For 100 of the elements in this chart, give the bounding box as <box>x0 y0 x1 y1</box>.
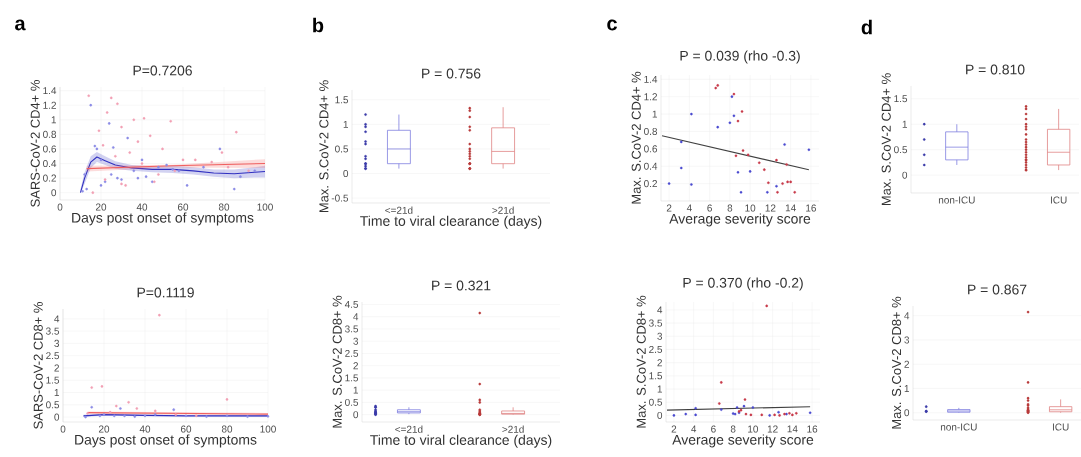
y-tick-label: 4.5 <box>344 300 359 308</box>
x-axis-title: Time to viral clearance (days) <box>370 434 552 448</box>
y-tick-label: 1.4 <box>644 75 658 83</box>
y-tick-label: 0 <box>54 413 60 421</box>
y-tick-label: 3.5 <box>345 325 359 333</box>
x-tick-label: 20 <box>95 203 107 211</box>
y-axis-title: Max. S.CoV-2 CD8+ % <box>332 295 342 428</box>
x-tick-label: 8 <box>730 425 736 433</box>
x-tick-label: 16 <box>807 425 818 433</box>
y-tick-label: 1 <box>902 120 908 128</box>
x-tick-label: 8 <box>727 204 733 212</box>
y-tick-label: 2 <box>353 362 358 370</box>
chart-title: P=0.1119 <box>137 287 194 298</box>
x-tick-label: 12 <box>767 425 778 433</box>
y-tick-label: 0 <box>51 189 57 197</box>
y-tick-label: 0.8 <box>644 127 658 135</box>
y-tick-label: 1 <box>904 385 910 392</box>
x-tick-label: 60 <box>180 425 192 433</box>
y-tick-label: 1 <box>657 385 663 393</box>
x-axis-title: Average severity score <box>669 213 811 227</box>
y-tick-label: 2 <box>657 359 662 367</box>
text: b <box>313 17 324 33</box>
chart-title: P = 0.039 (rho -0.3) <box>680 50 800 64</box>
y-tick-label: 2 <box>904 360 909 368</box>
x-tick-label: 40 <box>136 203 148 211</box>
x-tick-label: 100 <box>260 425 276 433</box>
y-axis-title: Max. S.CoV-2 CD4+ % <box>881 73 891 206</box>
chart-title: P = 0.867 <box>968 284 1027 295</box>
y-tick-label: 4 <box>353 313 359 321</box>
x-tick-label: ICU <box>1050 196 1067 204</box>
text: a <box>15 19 26 31</box>
x-axis-title: Time to viral clearance (days) <box>360 215 542 229</box>
chart-title: P = 0.810 <box>966 64 1025 75</box>
text: d <box>861 19 872 35</box>
y-tick-label: 1.5 <box>46 376 60 384</box>
x-tick-label: 6 <box>711 425 716 433</box>
y-tick-label: 2.5 <box>649 345 663 353</box>
y-tick-label: 1.2 <box>43 101 56 109</box>
x-tick-label: 10 <box>748 425 759 433</box>
x-tick-label: >21d <box>492 206 514 214</box>
y-tick-label: 1.5 <box>894 95 908 103</box>
y-tick-label: 1 <box>51 116 56 124</box>
y-tick-label: 3 <box>904 336 910 344</box>
x-tick-label: 14 <box>785 204 796 212</box>
x-axis-title: Days post onset of symptoms <box>72 212 254 226</box>
x-tick-label: 20 <box>98 425 110 433</box>
y-axis-title: Max. S.CoV-2 CD8+ % <box>891 296 902 429</box>
x-tick-label: 2 <box>671 425 677 433</box>
x-tick-label: 80 <box>218 203 230 211</box>
y-tick-label: 0.5 <box>894 146 908 154</box>
y-tick-label: 0 <box>343 170 349 178</box>
y-axis-title: Max. S.CoV-2 CD8+ % <box>636 295 646 428</box>
y-tick-label: 3.5 <box>46 327 60 335</box>
y-tick-label: 1 <box>54 389 59 396</box>
text: c <box>607 19 617 31</box>
y-tick-label: 2.5 <box>345 349 359 357</box>
y-tick-label: 0.4 <box>43 160 57 168</box>
y-tick-label: 1.5 <box>649 372 663 380</box>
y-tick-label: 4 <box>54 315 60 323</box>
x-tick-label: 16 <box>806 204 817 212</box>
y-tick-label: 0.6 <box>644 145 658 153</box>
y-tick-label: 0.8 <box>43 130 57 138</box>
y-tick-label: 1 <box>652 110 658 118</box>
y-tick-label: 1.2 <box>644 93 657 101</box>
y-tick-label: 2 <box>54 364 59 372</box>
y-axis-title: SARS-CoV-2 CD8+ % <box>33 302 43 429</box>
y-tick-label: 0.4 <box>644 162 658 170</box>
y-tick-label: 0 <box>904 409 910 417</box>
x-tick-label: non-ICU <box>940 423 977 431</box>
x-tick-label: 10 <box>745 204 756 212</box>
y-tick-label: 0.2 <box>43 174 56 182</box>
x-tick-label: 80 <box>221 425 233 433</box>
chart-title: P = 0.321 <box>432 280 491 291</box>
y-tick-label: 0 <box>657 411 663 419</box>
y-axis-title: SARS-CoV-2 CD4+ % <box>30 80 40 207</box>
y-tick-label: 3 <box>657 332 663 340</box>
y-tick-label: 0.5 <box>345 398 359 406</box>
chart-title: P = 0.756 <box>422 68 481 79</box>
y-tick-label: 1 <box>353 386 359 394</box>
x-tick-label: 12 <box>765 204 776 212</box>
y-tick-label: 4 <box>657 306 663 314</box>
y-tick-label: 0.2 <box>644 180 657 188</box>
y-tick-label: 4 <box>904 312 910 320</box>
y-tick-label: 0.6 <box>43 145 57 153</box>
y-axis-title: Max. S.CoV-2 CD4+ % <box>631 71 641 204</box>
x-tick-label: 100 <box>257 203 273 211</box>
chart-title: P=0.7206 <box>133 65 192 76</box>
x-tick-label: ICU <box>1052 423 1069 431</box>
y-tick-label: -0.5 <box>331 194 349 202</box>
x-tick-label: 4 <box>691 425 697 433</box>
x-tick-label: <=21d <box>395 425 423 433</box>
x-tick-label: 6 <box>707 204 712 212</box>
y-tick-label: 0 <box>353 411 359 419</box>
x-tick-label: 60 <box>177 203 189 211</box>
y-tick-label: 1.4 <box>43 87 57 95</box>
x-tick-label: <=21d <box>385 206 413 214</box>
y-tick-label: 1.5 <box>345 374 359 382</box>
x-tick-label: non-ICU <box>938 196 975 204</box>
y-axis-title: Max. S.CoV-2 CD4+ % <box>319 80 329 213</box>
x-axis-title: Average severity score <box>672 434 814 448</box>
